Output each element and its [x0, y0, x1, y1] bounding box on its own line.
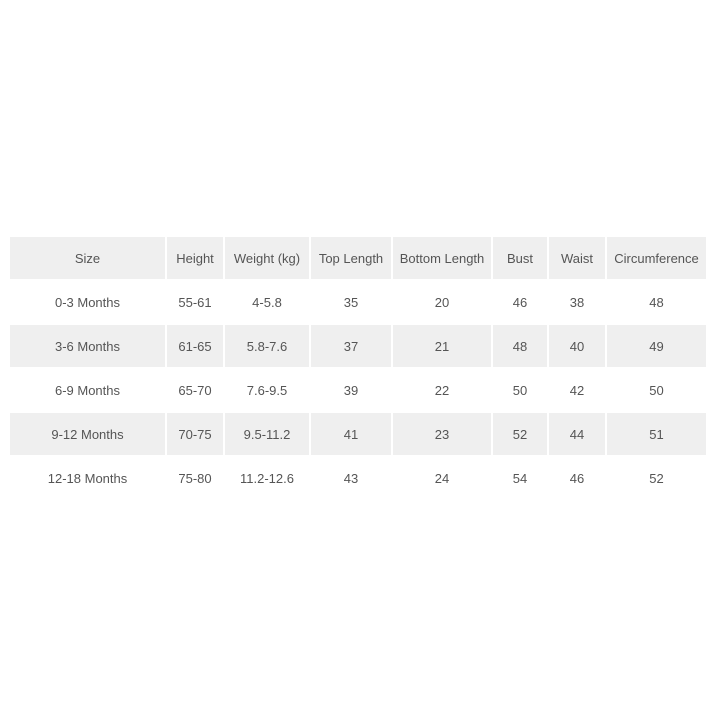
table-cell: 49: [607, 325, 706, 367]
table-cell: 3-6 Months: [10, 325, 165, 367]
table-cell: 54: [493, 457, 547, 499]
table-cell: 0-3 Months: [10, 281, 165, 323]
table-cell: 51: [607, 413, 706, 455]
table-cell: 65-70: [167, 369, 223, 411]
table-cell: 75-80: [167, 457, 223, 499]
table-cell: 38: [549, 281, 605, 323]
header-cell: Size: [10, 237, 165, 279]
table-cell: 52: [607, 457, 706, 499]
table-cell: 9-12 Months: [10, 413, 165, 455]
header-cell: Weight (kg): [225, 237, 309, 279]
table-cell: 48: [493, 325, 547, 367]
table-cell: 12-18 Months: [10, 457, 165, 499]
table-row: 3-6 Months 61-65 5.8-7.6 37 21 48 40 49: [10, 325, 706, 367]
table-cell: 9.5-11.2: [225, 413, 309, 455]
table-cell: 4-5.8: [225, 281, 309, 323]
table-cell: 11.2-12.6: [225, 457, 309, 499]
table-cell: 48: [607, 281, 706, 323]
table-body: 0-3 Months 55-61 4-5.8 35 20 46 38 48 3-6 Months…: [10, 281, 706, 499]
table-row: 9-12 Months 70-75 9.5-11.2 41 23 52 44 51: [10, 413, 706, 455]
table-row: 0-3 Months 55-61 4-5.8 35 20 46 38 48: [10, 281, 706, 323]
table-cell: 55-61: [167, 281, 223, 323]
table-cell: 44: [549, 413, 605, 455]
table-cell: 35: [311, 281, 391, 323]
table-cell: 23: [393, 413, 491, 455]
table-cell: 41: [311, 413, 391, 455]
table-cell: 61-65: [167, 325, 223, 367]
table-cell: 42: [549, 369, 605, 411]
table-row: 12-18 Months 75-80 11.2-12.6 43 24 54 46 52: [10, 457, 706, 499]
header-cell: Height: [167, 237, 223, 279]
table-cell: 50: [607, 369, 706, 411]
table-cell: 6-9 Months: [10, 369, 165, 411]
table-cell: 39: [311, 369, 391, 411]
table-cell: 46: [549, 457, 605, 499]
table-cell: 70-75: [167, 413, 223, 455]
header-row: Size Height Weight (kg) Top Length Bottom Le…: [10, 237, 706, 279]
header-cell: Top Length: [311, 237, 391, 279]
header-cell: Bottom Length: [393, 237, 491, 279]
table-cell: 46: [493, 281, 547, 323]
table-cell: 50: [493, 369, 547, 411]
table-cell: 52: [493, 413, 547, 455]
header-cell: Bust: [493, 237, 547, 279]
table-cell: 43: [311, 457, 391, 499]
header-cell: Waist: [549, 237, 605, 279]
table-cell: 21: [393, 325, 491, 367]
header-cell: Circumference: [607, 237, 706, 279]
size-table: Size Height Weight (kg) Top Length Bottom Le…: [8, 235, 708, 501]
table-cell: 7.6-9.5: [225, 369, 309, 411]
table-cell: 5.8-7.6: [225, 325, 309, 367]
table-cell: 20: [393, 281, 491, 323]
table-cell: 37: [311, 325, 391, 367]
table-cell: 22: [393, 369, 491, 411]
table-cell: 24: [393, 457, 491, 499]
table-cell: 40: [549, 325, 605, 367]
table-row: 6-9 Months 65-70 7.6-9.5 39 22 50 42 50: [10, 369, 706, 411]
